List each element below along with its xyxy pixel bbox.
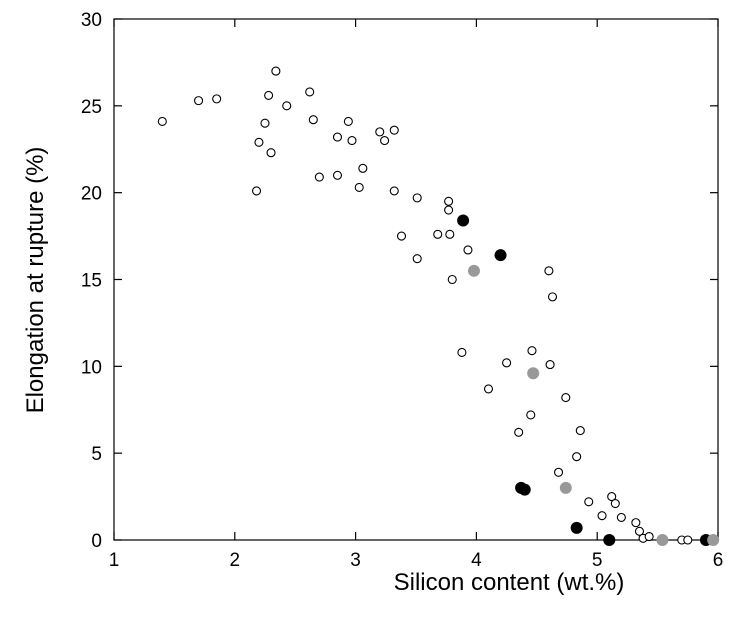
y-tick-label: 10 — [81, 357, 102, 378]
data-point-open — [194, 96, 204, 106]
x-tick-label: 3 — [350, 550, 361, 571]
data-point-open — [631, 518, 641, 528]
data-point-open — [396, 231, 407, 241]
data-point-open — [271, 66, 281, 76]
data-point-open — [463, 245, 473, 255]
y-tick-label: 0 — [91, 531, 102, 552]
y-axis-title: Elongation at rupture (%) — [22, 147, 49, 414]
data-points — [157, 66, 720, 546]
data-point-black — [603, 534, 616, 546]
data-point-grey — [559, 481, 572, 494]
x-tick-label: 6 — [713, 550, 724, 571]
axis-tick-labels: 1 2 3 4 5 6 0 5 10 15 20 25 30 — [81, 10, 723, 571]
data-point-open — [375, 127, 385, 137]
y-tick-label: 5 — [91, 444, 102, 465]
data-point-open — [575, 426, 585, 436]
x-tick-label: 4 — [471, 550, 482, 571]
data-point-open — [412, 254, 422, 264]
data-point-open — [308, 115, 318, 125]
data-point-open — [332, 132, 343, 142]
data-point-open — [514, 427, 524, 437]
data-point-open — [616, 512, 626, 522]
data-point-grey — [656, 534, 669, 546]
data-point-black — [518, 483, 531, 496]
data-point-open — [584, 497, 594, 507]
data-point-open — [332, 170, 343, 180]
data-point-black — [570, 521, 583, 534]
data-point-open — [264, 90, 274, 100]
data-point-open — [447, 274, 457, 285]
data-point-open — [433, 229, 443, 239]
data-point-open — [354, 182, 364, 193]
data-point-open — [597, 511, 607, 521]
data-point-open — [502, 358, 512, 368]
plot-frame — [113, 18, 719, 541]
data-point-grey — [527, 367, 540, 380]
data-point-open — [526, 410, 536, 420]
axis-ticks — [113, 18, 719, 541]
data-point-open — [389, 125, 399, 135]
data-point-black — [494, 249, 507, 262]
data-point-open — [610, 498, 620, 509]
data-point-open — [444, 196, 454, 206]
data-point-open — [358, 163, 368, 173]
data-point-open — [282, 101, 292, 111]
data-point-grey — [707, 534, 720, 546]
data-point-open — [561, 393, 571, 403]
y-tick-label: 20 — [81, 184, 102, 205]
data-point-open — [683, 535, 693, 545]
data-point-open — [545, 360, 555, 370]
data-point-open — [343, 116, 353, 127]
data-point-open — [251, 186, 262, 196]
x-tick-label: 1 — [109, 550, 120, 571]
data-point-open — [347, 136, 357, 146]
y-tick-label: 15 — [81, 271, 102, 292]
data-point-open — [444, 205, 454, 215]
data-point-open — [305, 87, 315, 97]
y-tick-label: 25 — [81, 97, 102, 118]
data-point-open — [644, 531, 654, 542]
data-point-open — [260, 118, 270, 128]
data-point-open — [553, 467, 564, 477]
data-point-open — [412, 193, 422, 203]
data-point-open — [266, 148, 276, 158]
data-point-open — [572, 452, 582, 462]
data-point-black — [457, 214, 470, 227]
x-tick-label: 2 — [230, 550, 241, 571]
data-point-open — [389, 186, 399, 196]
x-tick-label: 5 — [592, 550, 603, 571]
data-point-open — [212, 94, 222, 104]
data-point-open — [544, 266, 554, 276]
data-point-open — [380, 136, 390, 146]
y-tick-label: 30 — [81, 10, 102, 31]
data-point-open — [547, 292, 558, 302]
data-point-open — [457, 347, 467, 357]
data-point-open — [483, 384, 494, 394]
data-point-open — [445, 229, 455, 239]
x-axis-title: Silicon content (wt.%) — [394, 569, 625, 596]
data-point-open — [527, 346, 537, 356]
data-point-grey — [467, 264, 480, 277]
data-point-open — [157, 116, 167, 127]
data-point-open — [314, 172, 324, 182]
data-point-open — [254, 137, 264, 147]
data-point-open — [607, 492, 617, 502]
data-point-open — [634, 526, 645, 536]
